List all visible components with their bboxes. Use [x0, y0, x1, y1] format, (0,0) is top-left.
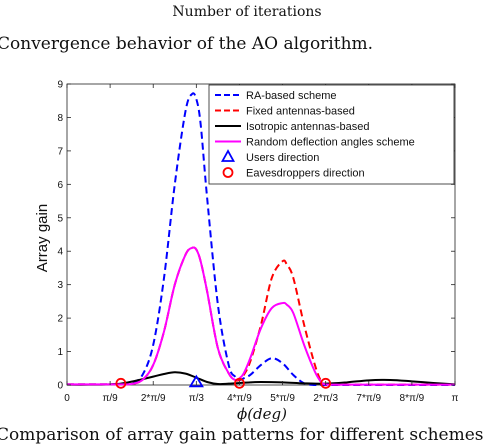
legend-box: [208, 84, 455, 185]
x-tick-label: 4*π/9: [227, 393, 252, 404]
y-tick-label: 7: [57, 146, 63, 157]
eavesdropper-direction-marker: [234, 377, 245, 389]
plot-frame: [66, 83, 456, 386]
x-tick-label: 0: [64, 393, 70, 404]
series-line-3: [66, 371, 456, 386]
x-tick-label: π: [452, 393, 459, 404]
x-tick-label: 5*π/9: [270, 393, 295, 404]
series-line-4: [67, 246, 455, 386]
legend-entry: RA-based scheme: [246, 90, 337, 102]
legend-entry: Isotropic antennas-based: [246, 121, 370, 133]
y-tick-label: 3: [57, 280, 63, 291]
y-tick-label: 4: [57, 247, 63, 258]
eavesdropper-direction-marker: [115, 377, 127, 389]
legend-swatch: [220, 149, 236, 162]
tick-layer: 0 π/9 2*π/9 π/3 4*π/9 5*π/9 2*π/3 7*π/9 8*π/9 π 0 1…: [57, 80, 458, 405]
legend-swatch: [222, 167, 234, 178]
legend-entry: Eavesdroppers direction: [246, 168, 365, 180]
series-layer: [66, 92, 456, 386]
y-tick-label: 6: [57, 180, 63, 191]
y-tick-label: 1: [57, 347, 63, 358]
legend-entry: Users direction: [246, 152, 319, 164]
y-tick-label: 2: [57, 314, 63, 325]
legend-entry: Random deflection angles scheme: [246, 137, 415, 149]
legend: RA-based scheme Fixed antennas-based Isotr…: [208, 84, 455, 185]
previous-figure-axis-label: Number of iterations: [172, 4, 322, 20]
users-direction-marker: [188, 374, 204, 388]
y-tick-label: 9: [57, 80, 63, 91]
y-tick-label: 5: [57, 213, 63, 224]
x-tick-label: π/9: [102, 393, 118, 404]
y-tick-label: 8: [57, 113, 63, 124]
figure-caption: Comparison of array gain patterns for di…: [0, 425, 484, 445]
x-tick-label: 2*π/3: [313, 393, 338, 404]
x-tick-label: 2*π/9: [141, 393, 166, 404]
y-tick-label: 0: [57, 381, 63, 392]
y-axis-label: Array gain: [34, 204, 51, 272]
marker-layer: [115, 374, 332, 389]
x-tick-label: π/3: [189, 393, 205, 404]
plot-border: [66, 83, 456, 386]
x-tick-label: 8*π/9: [400, 393, 425, 404]
previous-figure-caption: Convergence behavior of the AO algorithm…: [0, 34, 374, 54]
legend-entry: Fixed antennas-based: [246, 106, 355, 118]
x-axis-label: ϕ(deg): [237, 405, 287, 423]
eavesdropper-direction-marker: [320, 377, 332, 389]
x-tick-label: 7*π/9: [356, 393, 381, 404]
